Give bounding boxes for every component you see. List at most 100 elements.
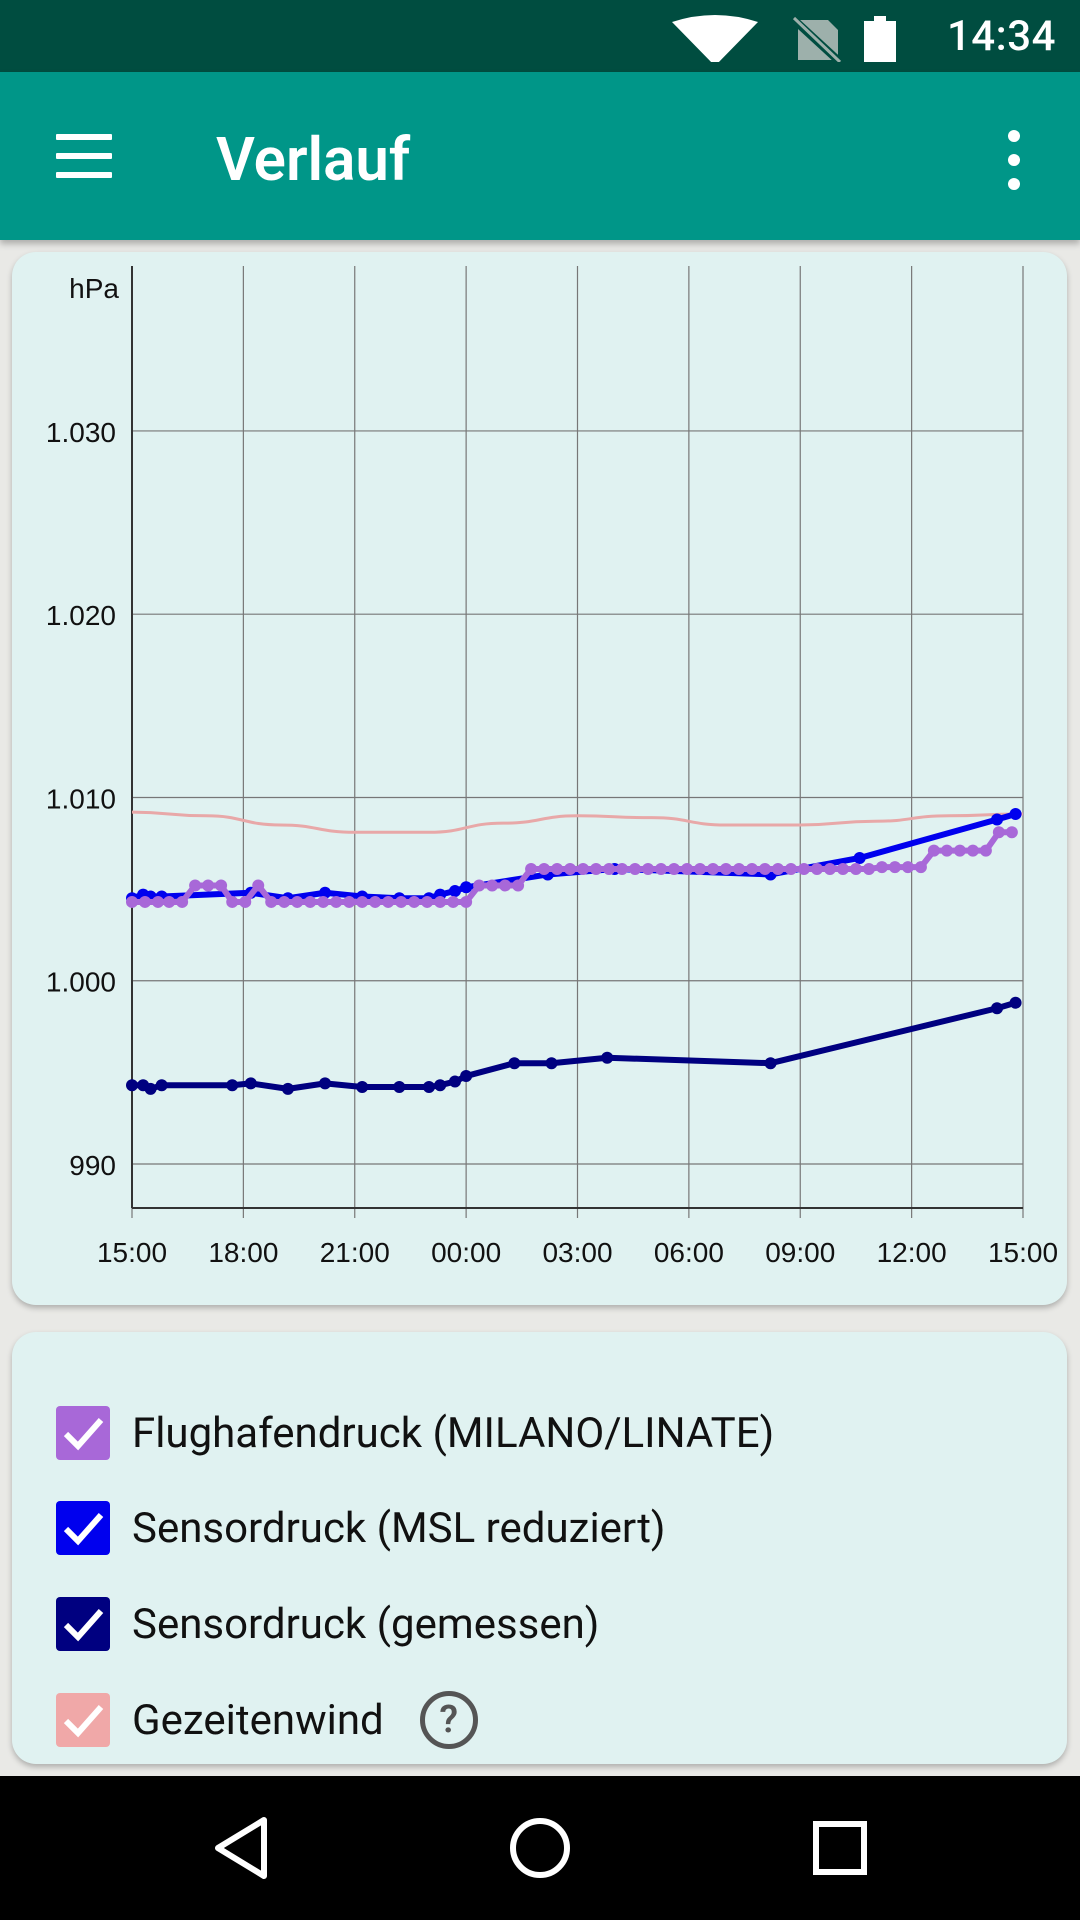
- checkbox-gezeitenwind[interactable]: [56, 1693, 110, 1747]
- series-3: [126, 996, 1022, 1095]
- data-point: [642, 862, 655, 875]
- data-point: [304, 895, 317, 908]
- data-point: [601, 1051, 614, 1064]
- data-point: [265, 895, 278, 908]
- recents-icon[interactable]: [804, 1812, 876, 1884]
- data-point: [655, 862, 668, 875]
- y-tick-label: 1.000: [46, 967, 116, 998]
- data-point: [356, 1081, 369, 1094]
- data-point: [603, 862, 616, 875]
- x-tick-label: 15:00: [988, 1237, 1058, 1268]
- menu-icon[interactable]: [56, 134, 112, 178]
- status-time: 14:34: [946, 12, 1056, 61]
- checkbox-sensordruck-gemessen[interactable]: [56, 1597, 110, 1651]
- data-point: [991, 1002, 1004, 1015]
- data-point: [155, 1079, 168, 1092]
- data-point: [202, 879, 215, 892]
- legend-item-sensordruck-msl[interactable]: Sensordruck (MSL reduziert): [56, 1500, 666, 1556]
- checkbox-flughafendruck[interactable]: [56, 1406, 110, 1460]
- overflow-menu-icon[interactable]: [1000, 130, 1028, 190]
- data-point: [784, 862, 797, 875]
- data-point: [499, 879, 512, 892]
- data-point: [927, 844, 940, 857]
- data-point: [953, 844, 966, 857]
- data-point: [189, 879, 202, 892]
- data-point: [138, 895, 151, 908]
- data-point: [126, 895, 138, 908]
- data-point: [291, 895, 304, 908]
- data-point: [512, 879, 525, 892]
- navigation-bar: [0, 1776, 1080, 1920]
- data-point: [564, 862, 577, 875]
- data-point: [144, 1082, 157, 1095]
- legend-item-gezeitenwind[interactable]: Gezeitenwind ?: [56, 1691, 478, 1749]
- data-point: [226, 895, 239, 908]
- x-tick-label: 00:00: [431, 1237, 501, 1268]
- data-point: [226, 1079, 239, 1092]
- data-point: [1009, 996, 1022, 1009]
- data-point: [434, 1079, 447, 1092]
- data-point: [538, 862, 551, 875]
- battery-icon: [864, 16, 896, 62]
- data-point: [281, 1082, 294, 1095]
- chart-card: 15:00 18:00 21:00 00:00 03:00 06:00 09:00 12:00…: [12, 252, 1067, 1305]
- y-tick-label: 1.030: [46, 417, 116, 448]
- data-point: [629, 862, 642, 875]
- data-point: [460, 881, 473, 894]
- data-point: [694, 862, 707, 875]
- data-point: [525, 862, 538, 875]
- checkbox-sensordruck-msl[interactable]: [56, 1501, 110, 1555]
- y-tick-label: 1.010: [46, 783, 116, 814]
- home-icon[interactable]: [504, 1812, 576, 1884]
- data-point: [681, 862, 694, 875]
- y-tick-label: 990: [69, 1150, 116, 1181]
- x-tick-label: 09:00: [765, 1237, 835, 1268]
- data-point: [460, 895, 473, 908]
- data-point: [764, 1057, 777, 1070]
- data-point: [720, 862, 732, 875]
- data-point: [979, 844, 992, 857]
- data-point: [382, 895, 395, 908]
- back-icon[interactable]: [204, 1812, 276, 1884]
- data-point: [163, 895, 176, 908]
- series-line: [131, 810, 1024, 834]
- data-point: [732, 862, 745, 875]
- x-tick-label: 03:00: [542, 1237, 612, 1268]
- x-tick-label: 15:00: [97, 1237, 167, 1268]
- series-line: [132, 999, 1017, 1092]
- data-point: [486, 879, 499, 892]
- legend-label: Gezeitenwind: [132, 1695, 384, 1745]
- data-point: [849, 862, 862, 875]
- data-point: [473, 879, 486, 892]
- data-point: [545, 1057, 558, 1070]
- x-tick-label: 21:00: [320, 1237, 390, 1268]
- data-point: [317, 895, 330, 908]
- data-point: [836, 862, 849, 875]
- data-point: [330, 895, 343, 908]
- data-point: [356, 895, 369, 908]
- data-point: [239, 895, 252, 908]
- data-point: [668, 862, 681, 875]
- data-point: [616, 862, 629, 875]
- legend-item-sensordruck-gemessen[interactable]: Sensordruck (gemessen): [56, 1596, 599, 1652]
- pressure-chart[interactable]: 15:00 18:00 21:00 00:00 03:00 06:00 09:00 12:00…: [12, 252, 1067, 1305]
- data-point: [823, 862, 836, 875]
- series-2: [126, 826, 1018, 908]
- status-bar: 14:34: [0, 0, 1080, 72]
- data-point: [508, 1057, 521, 1070]
- data-point: [421, 895, 434, 908]
- help-icon[interactable]: ?: [419, 1691, 478, 1749]
- data-point: [862, 862, 875, 875]
- legend-item-flughafendruck[interactable]: Flughafendruck (MILANO/LINATE): [56, 1405, 774, 1461]
- status-icons: [672, 15, 896, 62]
- data-point: [875, 861, 888, 874]
- data-point: [1005, 826, 1018, 839]
- no-sim-icon: [789, 15, 845, 62]
- x-tick-label: 18:00: [208, 1237, 278, 1268]
- data-point: [797, 862, 810, 875]
- data-point: [853, 851, 866, 864]
- data-point: [888, 861, 901, 874]
- data-point: [901, 861, 914, 874]
- data-point: [707, 862, 720, 875]
- data-point: [423, 1081, 435, 1094]
